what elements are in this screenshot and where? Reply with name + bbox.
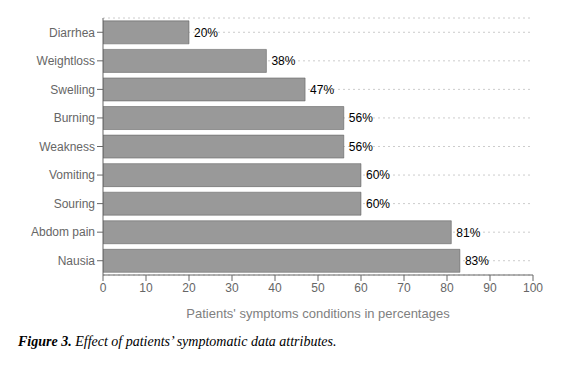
svg-text:Weakness: Weakness [39, 140, 95, 154]
svg-text:81%: 81% [456, 226, 480, 240]
svg-text:47%: 47% [310, 83, 334, 97]
svg-text:Weightloss: Weightloss [37, 54, 95, 68]
svg-text:40: 40 [268, 281, 282, 295]
svg-text:Vomiting: Vomiting [49, 168, 95, 182]
svg-text:Burning: Burning [54, 111, 95, 125]
svg-text:Nausia: Nausia [58, 254, 96, 268]
svg-text:38%: 38% [271, 54, 295, 68]
svg-text:80: 80 [440, 281, 454, 295]
svg-text:Souring: Souring [54, 197, 95, 211]
svg-text:20%: 20% [194, 26, 218, 40]
svg-text:56%: 56% [349, 111, 373, 125]
svg-text:Swelling: Swelling [50, 83, 95, 97]
svg-text:0: 0 [100, 281, 107, 295]
html-text:Figure 3. Effect of patients’: Figure 3. Effect of patients’ symptomati… [18, 334, 337, 349]
svg-text:50: 50 [311, 281, 325, 295]
svg-text:90: 90 [483, 281, 497, 295]
svg-text:56%: 56% [349, 140, 373, 154]
svg-text:83%: 83% [465, 254, 489, 268]
svg-text:20: 20 [182, 281, 196, 295]
svg-text:60: 60 [354, 281, 368, 295]
svg-text:Diarrhea: Diarrhea [49, 26, 95, 40]
svg-text:10: 10 [139, 281, 153, 295]
svg-text:60%: 60% [366, 197, 390, 211]
svg-text:30: 30 [225, 281, 239, 295]
svg-text:100: 100 [523, 281, 543, 295]
svg-text:60%: 60% [366, 168, 390, 182]
svg-text:Patients' symptoms conditions: Patients' symptoms conditions in percent… [186, 306, 450, 321]
svg-text:70: 70 [397, 281, 411, 295]
svg-text:Abdom pain: Abdom pain [31, 225, 95, 239]
